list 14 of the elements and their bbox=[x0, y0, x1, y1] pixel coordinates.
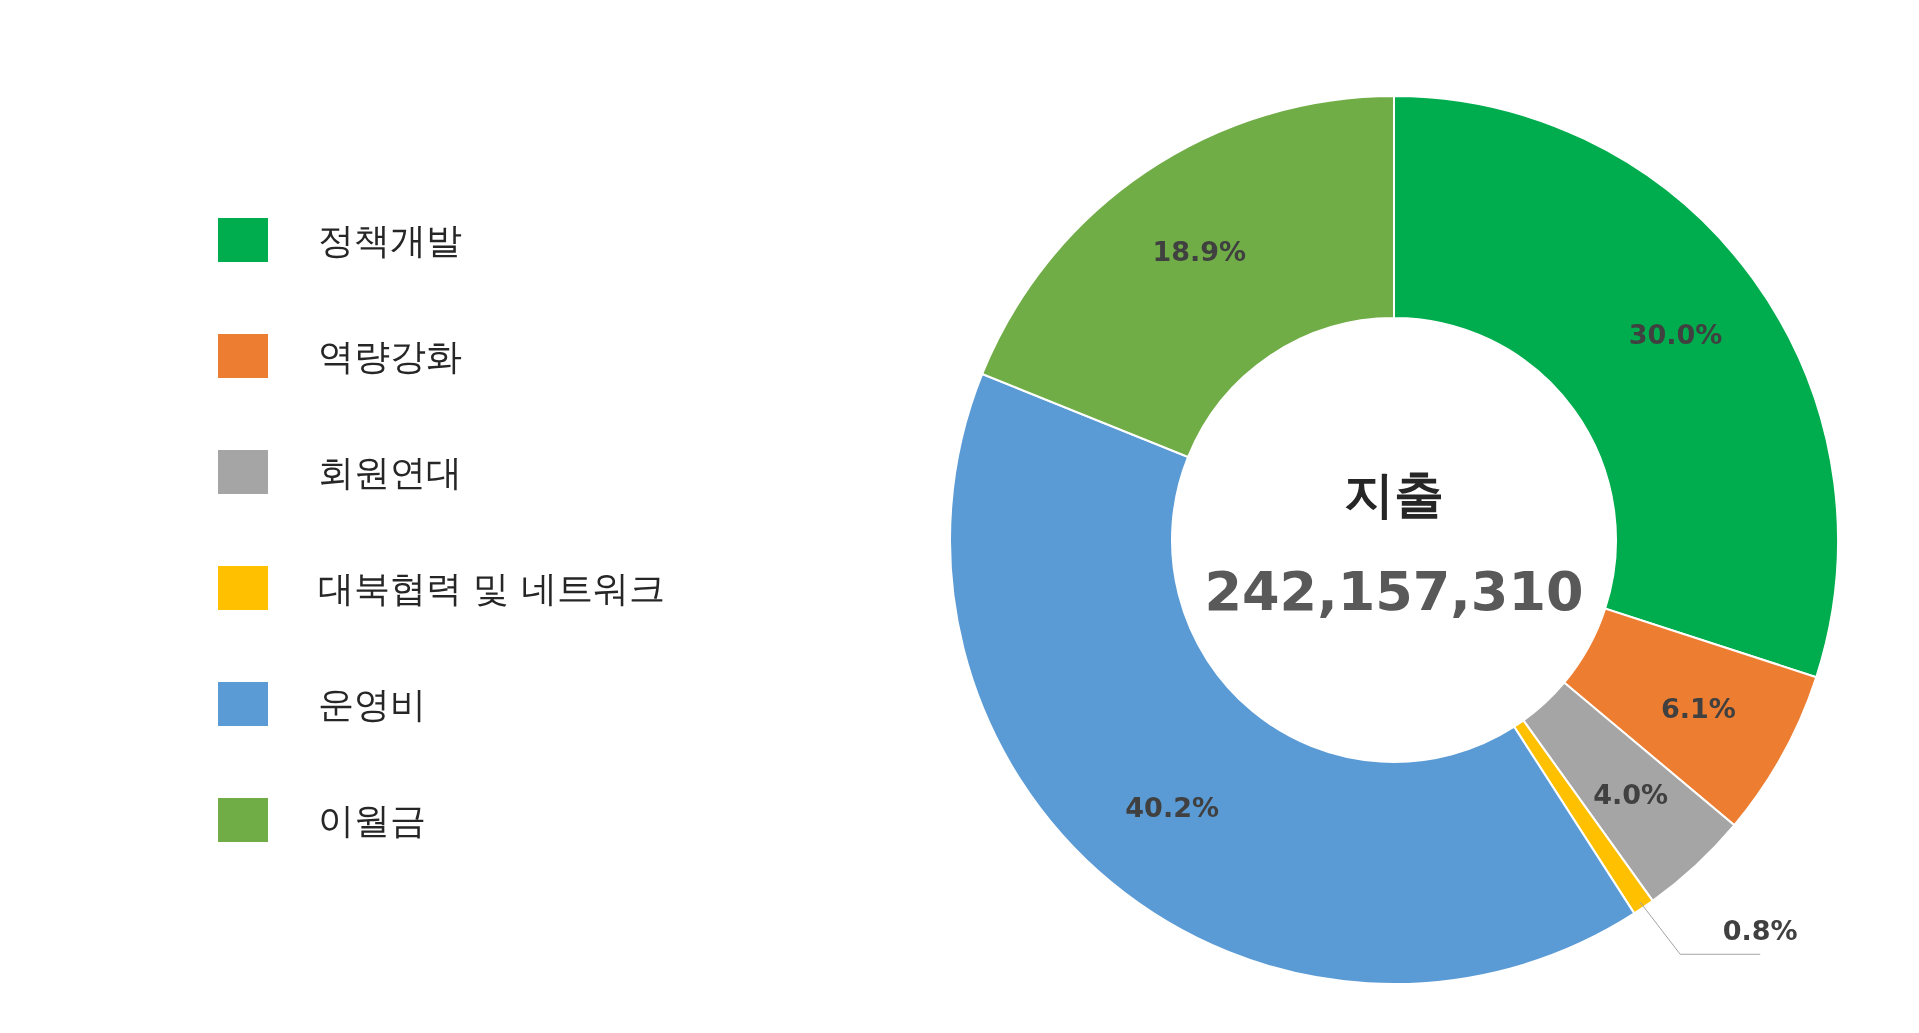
legend-label: 대북협력 및 네트워크 bbox=[318, 568, 665, 609]
legend-label: 이월금 bbox=[318, 800, 426, 841]
legend-label: 역량강화 bbox=[318, 336, 462, 377]
legend-label: 정책개발 bbox=[318, 220, 462, 261]
data-label: 40.2% bbox=[1125, 792, 1220, 824]
data-label: 0.8% bbox=[1722, 915, 1798, 947]
legend-label: 운영비 bbox=[318, 684, 426, 725]
legend-label: 회원연대 bbox=[318, 452, 462, 493]
data-label: 6.1% bbox=[1660, 692, 1736, 724]
data-label: 30.0% bbox=[1628, 319, 1723, 351]
text: 242,157,310 bbox=[1204, 560, 1584, 623]
data-label: 4.0% bbox=[1593, 779, 1669, 811]
text: 지출 bbox=[1344, 466, 1444, 524]
data-label: 18.9% bbox=[1152, 235, 1247, 267]
